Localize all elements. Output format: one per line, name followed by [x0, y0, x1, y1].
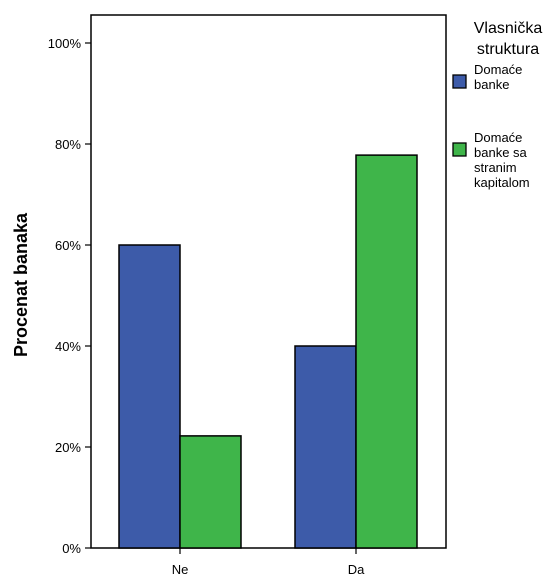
x-tick-label: Da [348, 562, 365, 577]
y-tick-label: 80% [55, 137, 81, 152]
legend-label-series-2: Domaće banke sa stranim kapitalom [474, 130, 530, 190]
y-tick-label: 20% [55, 440, 81, 455]
bar-da-series-1 [294, 345, 357, 549]
legend-swatch-series-2 [452, 142, 467, 157]
legend-label-series-1: Domaće banke [474, 62, 522, 92]
y-tick-label: 0% [62, 541, 81, 556]
x-tick-label: Ne [172, 562, 189, 577]
plot-frame [90, 14, 447, 549]
y-tick-label: 60% [55, 238, 81, 253]
legend-swatch-series-1 [452, 74, 467, 89]
bar-ne-series-2 [179, 435, 242, 549]
y-axis-title: Procenat banaka [11, 212, 31, 357]
legend-title: Vlasnička struktura [474, 20, 543, 58]
bar-da-series-2 [355, 154, 418, 549]
y-tick-label: 100% [48, 36, 82, 51]
bar-ne-series-1 [118, 244, 181, 549]
y-tick-label: 40% [55, 339, 81, 354]
